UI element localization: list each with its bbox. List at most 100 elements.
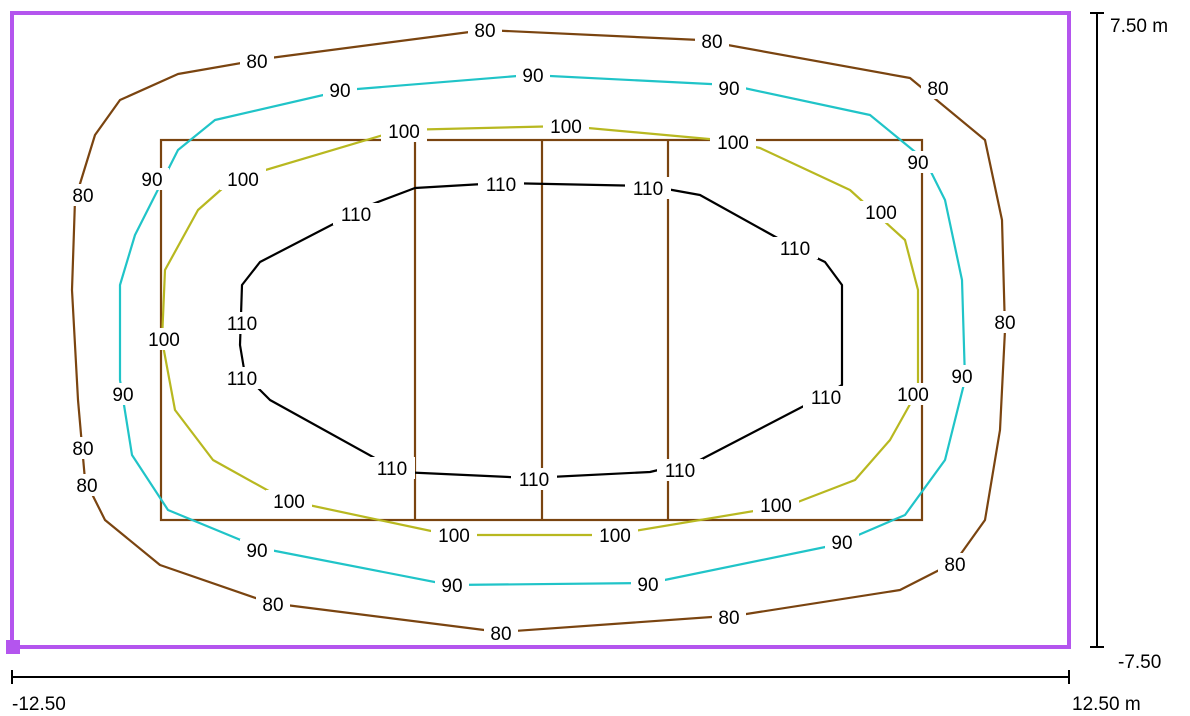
svg-text:80: 80: [262, 595, 283, 616]
svg-text:90: 90: [637, 575, 658, 596]
isoline-100-label: 100: [753, 494, 799, 517]
isoline-100-label: 100: [266, 490, 312, 513]
isoline-80-label: 80: [256, 593, 290, 616]
isoline-110-label: 110: [772, 237, 818, 260]
svg-text:100: 100: [760, 496, 792, 517]
isoline-80-label: 80: [921, 77, 955, 100]
isoline-110-label: 110: [511, 468, 557, 491]
origin-marker: [6, 640, 20, 654]
svg-text:110: 110: [486, 175, 516, 196]
svg-text:100: 100: [897, 385, 929, 406]
svg-text:110: 110: [341, 205, 371, 226]
isoline-110-label: 110: [369, 457, 415, 480]
x-min-label: -12.50: [12, 694, 66, 715]
isoline-100-label: 100: [890, 383, 936, 406]
svg-text:90: 90: [951, 367, 972, 388]
isoline-90-label: 90: [631, 573, 665, 596]
svg-text:110: 110: [633, 179, 663, 200]
isoline-80: [70, 28, 1007, 634]
isoline-100-label: 100: [220, 168, 266, 191]
y-max-label: 7.50 m: [1110, 16, 1168, 37]
isoline-90-label: 90: [712, 77, 746, 100]
isoline-90-label: 90: [135, 168, 169, 191]
svg-text:90: 90: [907, 153, 928, 174]
isoline-80-label: 80: [66, 184, 100, 207]
isoline-80-label: 80: [938, 553, 972, 576]
isoline-80-label: 80: [240, 50, 274, 73]
svg-text:90: 90: [112, 385, 133, 406]
svg-text:100: 100: [227, 170, 259, 191]
svg-text:80: 80: [490, 624, 511, 645]
isoline-110-label: 110: [803, 386, 849, 409]
isoline-100-label: 100: [431, 524, 477, 547]
isoline-90: [118, 73, 967, 587]
isoline-100-label: 100: [710, 131, 756, 154]
isoline-90-label: 90: [106, 383, 140, 406]
isoline-110-label: 110: [219, 367, 265, 390]
svg-text:90: 90: [718, 79, 739, 100]
isoline-100-label: 100: [858, 201, 904, 224]
svg-text:80: 80: [701, 32, 722, 53]
svg-text:80: 80: [944, 555, 965, 576]
isoline-110-label: 110: [333, 203, 379, 226]
svg-text:90: 90: [246, 541, 267, 562]
svg-text:100: 100: [865, 203, 897, 224]
svg-text:90: 90: [329, 81, 350, 102]
isoline-90-labels: 90 90 90 90 90 90 90 90 90 90 90: [106, 64, 979, 597]
svg-text:80: 80: [718, 608, 739, 629]
x-dimension-axis: [11, 670, 1070, 684]
isoline-100-label: 100: [381, 120, 427, 143]
isoline-80-label: 80: [712, 606, 746, 629]
isoline-100-label: 100: [592, 524, 638, 547]
svg-text:100: 100: [599, 526, 631, 547]
isoline-100-labels: 100 100 100 100 100 100 100 100 100 100 …: [141, 115, 936, 547]
svg-text:80: 80: [927, 79, 948, 100]
isoline-80-label: 80: [70, 474, 104, 497]
y-min-label: -7.50: [1118, 652, 1161, 673]
svg-text:90: 90: [141, 170, 162, 191]
svg-text:100: 100: [550, 117, 582, 138]
svg-text:80: 80: [994, 313, 1015, 334]
isoline-100-label: 100: [543, 115, 589, 138]
isoline-90-label: 90: [240, 539, 274, 562]
isoline-110-labels: 110 110 110 110 110 110 110 110 110 110: [219, 173, 849, 491]
svg-text:110: 110: [780, 239, 810, 260]
x-max-label: 12.50 m: [1072, 694, 1141, 715]
svg-text:100: 100: [273, 492, 305, 513]
isoline-90-label: 90: [945, 365, 979, 388]
svg-text:100: 100: [438, 526, 470, 547]
svg-text:90: 90: [522, 66, 543, 87]
calculation-area-boundary: [10, 11, 1071, 649]
isoline-110-label: 110: [219, 312, 265, 335]
svg-text:80: 80: [474, 21, 495, 42]
isoline-90-label: 90: [825, 531, 859, 554]
svg-text:110: 110: [377, 459, 407, 480]
isoline-110-label: 110: [657, 459, 703, 482]
svg-text:90: 90: [441, 576, 462, 597]
svg-text:100: 100: [388, 122, 420, 143]
isoline-80-label: 80: [66, 437, 100, 460]
isoline-90-label: 90: [516, 64, 550, 87]
svg-text:80: 80: [72, 186, 93, 207]
isoline-90-label: 90: [323, 79, 357, 102]
isoline-80-label: 80: [695, 30, 729, 53]
isoline-80-labels: 80 80 80 80 80 80 80 80 80 80 80 80: [66, 19, 1022, 645]
isoline-100-label: 100: [141, 328, 187, 351]
svg-text:110: 110: [519, 470, 549, 491]
isoline-80-label: 80: [988, 311, 1022, 334]
court-outline: [159, 138, 924, 522]
svg-text:110: 110: [811, 388, 841, 409]
svg-text:100: 100: [148, 330, 180, 351]
isoline-110-label: 110: [478, 173, 524, 196]
svg-text:80: 80: [76, 476, 97, 497]
isoline-90-label: 90: [901, 151, 935, 174]
svg-text:100: 100: [717, 133, 749, 154]
svg-text:110: 110: [665, 461, 695, 482]
svg-text:80: 80: [72, 439, 93, 460]
y-dimension-axis: [1090, 12, 1104, 648]
isoline-80-label: 80: [468, 19, 502, 42]
svg-text:110: 110: [227, 369, 257, 390]
isoline-80-label: 80: [484, 622, 518, 645]
isoline-110-label: 110: [625, 177, 671, 200]
